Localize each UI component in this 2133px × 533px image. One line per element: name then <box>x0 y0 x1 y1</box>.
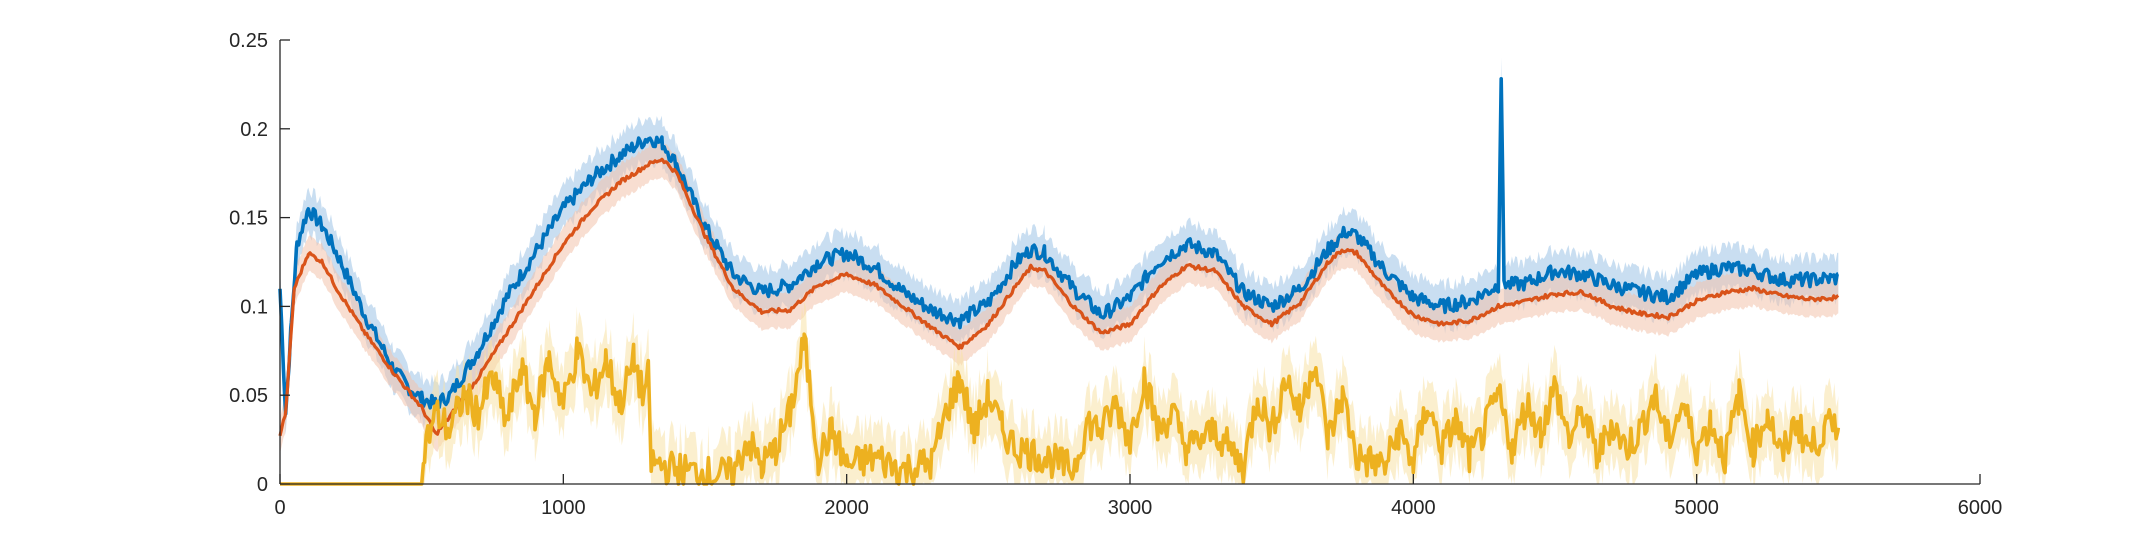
y-tick-label: 0.1 <box>240 296 268 318</box>
y-tick-label: 0.25 <box>229 30 268 52</box>
x-axis-ticks: 0 1000 2000 3000 4000 5000 6000 <box>274 474 2002 519</box>
y-axis-ticks: 0 0.05 0.1 0.15 0.2 0.25 <box>229 30 290 496</box>
x-tick-label: 1000 <box>541 497 586 519</box>
y-tick-label: 0.05 <box>229 385 268 407</box>
x-tick-label: 0 <box>274 497 285 519</box>
x-tick-label: 3000 <box>1108 497 1153 519</box>
series-1-line <box>278 77 1839 416</box>
x-tick-label: 4000 <box>1391 497 1436 519</box>
x-tick-label: 6000 <box>1958 497 2003 519</box>
series-2-band <box>280 141 1839 454</box>
series-lines <box>278 77 1841 486</box>
y-tick-label: 0.2 <box>240 119 268 141</box>
y-tick-label: 0 <box>257 474 268 496</box>
y-tick-label: 0.15 <box>229 208 268 230</box>
x-tick-label: 5000 <box>1674 497 1719 519</box>
series-2-line <box>278 157 1840 437</box>
series-3-line <box>279 332 1841 486</box>
x-tick-label: 2000 <box>824 497 869 519</box>
